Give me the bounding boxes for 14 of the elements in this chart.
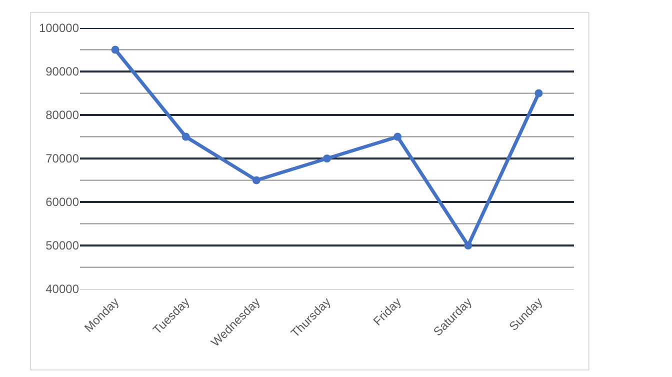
point	[464, 242, 472, 250]
y-tick-label: 90000	[46, 64, 80, 79]
point	[394, 132, 402, 141]
y-tick-label: 50000	[46, 238, 80, 253]
y-tick-label: 80000	[46, 108, 80, 122]
y-tick-label: 100000	[38, 21, 80, 36]
y-tick-label: 70000	[46, 152, 80, 166]
point	[252, 176, 260, 184]
y-tick-label: 60000	[46, 195, 80, 210]
point	[534, 89, 543, 98]
point	[111, 46, 120, 54]
y-tick-label: 40000	[46, 282, 80, 296]
point	[182, 132, 190, 141]
point	[323, 154, 331, 162]
